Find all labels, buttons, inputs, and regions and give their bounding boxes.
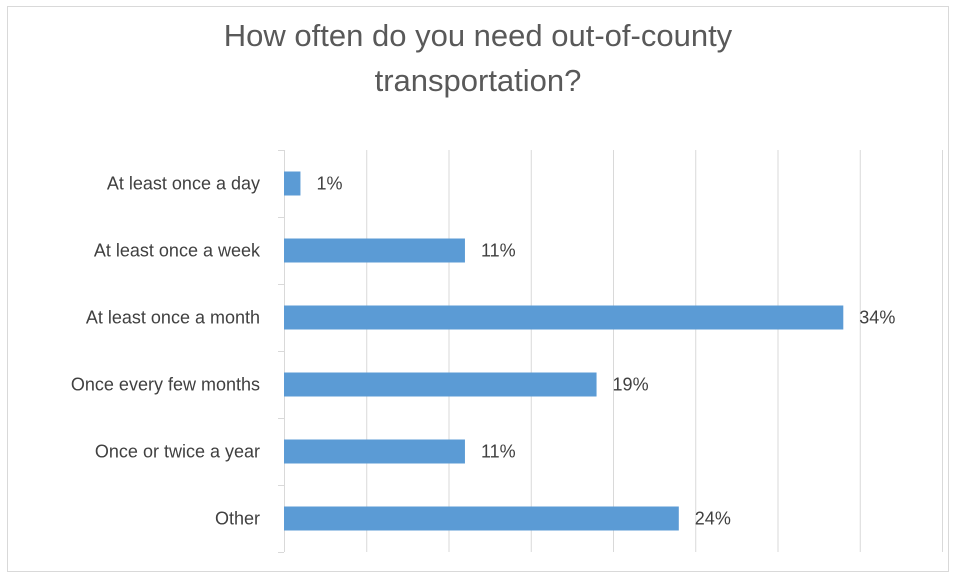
chart-title: How often do you need out-of-county tran… bbox=[8, 13, 948, 103]
data-label: 11% bbox=[481, 442, 516, 462]
data-label: 24% bbox=[695, 509, 731, 529]
category-label: At least once a day bbox=[107, 174, 260, 194]
bar bbox=[284, 506, 679, 531]
category-label: Other bbox=[215, 509, 260, 529]
chart-frame: How often do you need out-of-county tran… bbox=[7, 6, 949, 572]
category-label: Once every few months bbox=[71, 375, 260, 395]
chart-title-line-1: How often do you need out-of-county bbox=[223, 18, 733, 53]
data-label: 11% bbox=[481, 241, 516, 261]
bar bbox=[284, 439, 465, 464]
category-label: At least once a week bbox=[94, 241, 261, 261]
chart-title-line-2: transportation? bbox=[374, 63, 582, 98]
data-label: 19% bbox=[613, 375, 649, 395]
category-label: At least once a month bbox=[86, 308, 260, 328]
data-label: 1% bbox=[316, 174, 342, 194]
bar bbox=[284, 238, 465, 263]
category-label: Once or twice a year bbox=[95, 442, 260, 462]
bar bbox=[284, 171, 301, 196]
bar bbox=[284, 305, 844, 330]
bar bbox=[284, 372, 597, 397]
data-label: 34% bbox=[859, 308, 895, 328]
